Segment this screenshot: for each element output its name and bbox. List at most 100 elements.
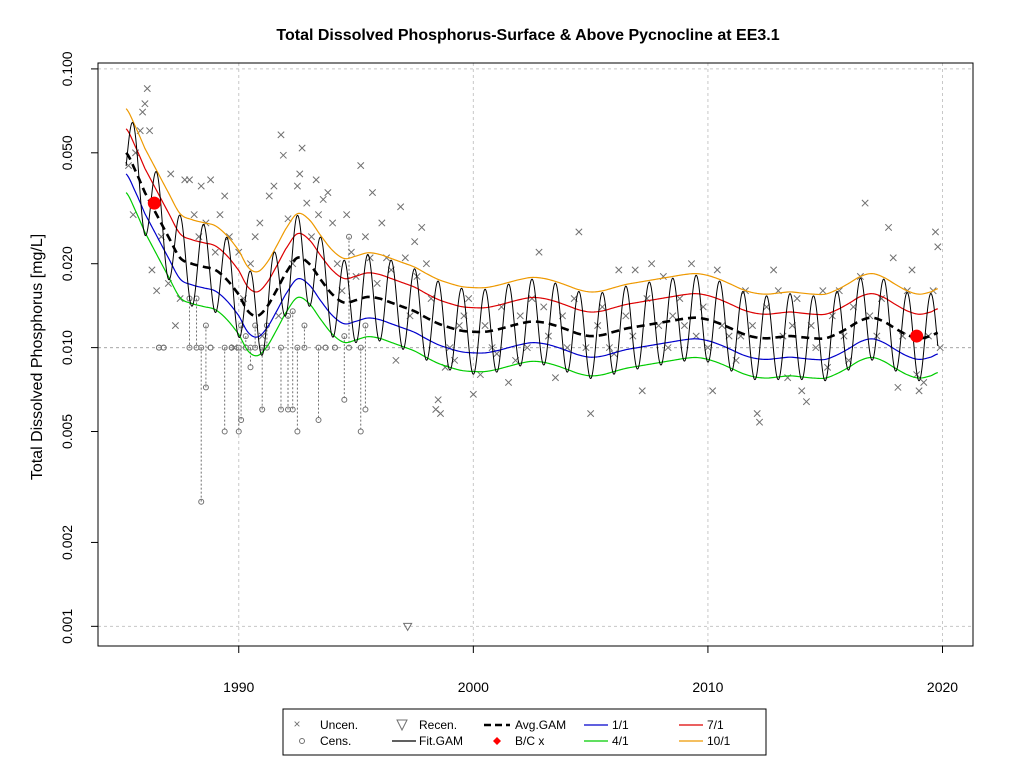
- censored-point-high: [242, 333, 249, 340]
- x-stroke: [824, 363, 832, 371]
- uncensored-point: [861, 199, 869, 207]
- triangle-down-icon: [396, 719, 408, 732]
- uncensored-point: [251, 233, 259, 241]
- censored-point-low: [315, 416, 322, 423]
- x-stroke: [446, 344, 454, 352]
- uncensored-point: [296, 170, 304, 178]
- uncensored-point: [373, 279, 381, 287]
- uncensored-points: [124, 85, 944, 426]
- uncensored-point: [277, 131, 285, 139]
- uncensored-point: [167, 170, 175, 178]
- censored-point-high: [160, 344, 167, 351]
- x-stroke: [422, 260, 430, 268]
- x-stroke: [124, 162, 133, 170]
- uncensored-point: [704, 344, 712, 352]
- x-stroke: [148, 266, 156, 274]
- uncensored-point: [709, 387, 717, 395]
- x-stroke: [889, 254, 897, 262]
- censored-point-high: [221, 344, 228, 351]
- legend-label-recen: Recen.: [419, 718, 457, 732]
- legend-item-oct1: 10/1: [679, 734, 731, 748]
- x-stroke: [631, 266, 639, 274]
- uncensored-point: [207, 176, 215, 184]
- censored-point-low: [235, 428, 242, 435]
- legend-label-bcx: B/C x: [515, 734, 544, 748]
- uncensored-point: [748, 321, 757, 330]
- x-stroke: [493, 350, 501, 358]
- circle-open-icon: [299, 738, 305, 744]
- uncensored-point: [770, 266, 778, 274]
- x-stroke: [373, 279, 381, 287]
- uncensored-point: [798, 387, 806, 395]
- grid: [98, 63, 973, 646]
- x-stroke: [936, 344, 944, 352]
- legend-box: [282, 708, 767, 756]
- x-stroke: [270, 182, 278, 190]
- x-stroke: [296, 170, 304, 178]
- x-stroke: [139, 108, 147, 116]
- uncensored-point: [819, 287, 827, 295]
- x-stroke: [307, 233, 316, 241]
- y-tick-label: 0.050: [59, 135, 75, 170]
- x-stroke: [378, 219, 386, 227]
- x-stroke: [303, 199, 311, 207]
- x-stroke: [755, 418, 764, 426]
- uncensored-point: [755, 418, 764, 426]
- recensored-points: [402, 622, 413, 632]
- censored-point-high: [322, 344, 329, 351]
- uncensored-point: [357, 162, 365, 170]
- uncensored-point: [221, 192, 229, 200]
- fit-gam-path: [125, 122, 939, 382]
- x-stroke: [171, 321, 179, 330]
- uncensored-point: [828, 312, 836, 320]
- x-stroke: [277, 131, 285, 139]
- uncensored-point: [190, 211, 198, 219]
- censored-point-low: [277, 406, 284, 413]
- censored-point-low: [294, 428, 301, 435]
- uncensored-point: [631, 266, 639, 274]
- legend-item-bcx: B/C x: [493, 734, 544, 748]
- x-stroke: [638, 387, 646, 395]
- x-stroke: [298, 144, 306, 152]
- legend-label-avggam: Avg.GAM: [515, 718, 566, 732]
- uncensored-point: [307, 233, 316, 241]
- x-stroke: [680, 321, 689, 330]
- censored-point-low: [301, 344, 308, 351]
- legend-label-jul1: 7/1: [707, 718, 724, 732]
- uncensored-point: [920, 378, 928, 386]
- x-stroke: [314, 211, 323, 219]
- y-tick-label: 0.010: [59, 330, 75, 365]
- uncensored-point: [258, 332, 266, 340]
- x-stroke: [934, 243, 942, 251]
- baseline-current-points: [147, 196, 924, 343]
- uncensored-point: [333, 260, 341, 268]
- x-stroke: [455, 321, 463, 330]
- uncensored-point: [366, 254, 374, 262]
- censored-point-high: [289, 308, 296, 315]
- uncensored-point: [129, 211, 137, 219]
- censored-point-low: [252, 344, 259, 351]
- uncensored-point: [840, 332, 848, 340]
- censored-points: [155, 233, 369, 505]
- uncensored-point: [343, 211, 351, 219]
- x-stroke: [598, 303, 606, 311]
- y-axis-label: Total Dissolved Phosphorus [mg/L]: [29, 234, 46, 480]
- x-stroke: [211, 248, 219, 256]
- uncensored-point: [575, 228, 583, 236]
- uncensored-point: [889, 254, 897, 262]
- x-stroke: [819, 287, 827, 295]
- legend-item-jan1: 1/1: [584, 718, 629, 732]
- uncensored-point: [347, 248, 355, 256]
- uncensored-point: [216, 211, 224, 219]
- x-stroke: [343, 211, 351, 219]
- x-stroke: [551, 374, 559, 382]
- censored-point-low: [346, 344, 353, 351]
- x-stroke: [535, 248, 543, 256]
- baseline-current-point: [910, 329, 924, 343]
- censored-point-low: [259, 406, 266, 413]
- uncensored-point: [615, 266, 623, 274]
- uncensored-point: [270, 182, 278, 190]
- avg-gam-line: [125, 151, 939, 340]
- uncensored-point: [146, 127, 154, 135]
- censored-point-low: [202, 384, 209, 391]
